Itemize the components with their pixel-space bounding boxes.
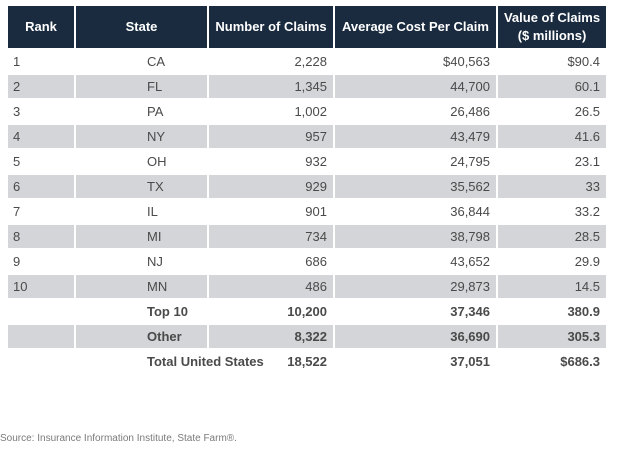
- avg-cost-cell: 24,795: [333, 148, 496, 173]
- avg-cost-cell: 44,700: [333, 73, 496, 98]
- value-cell: 41.6: [496, 123, 606, 148]
- avg-cost-cell: $40,563: [333, 48, 496, 73]
- value-cell: 60.1: [496, 73, 606, 98]
- summary-label: Other: [74, 323, 207, 348]
- state-cell: OH: [74, 148, 207, 173]
- rank-cell: 3: [8, 98, 74, 123]
- claims-cell: 686: [207, 248, 333, 273]
- summary-row-other: Other 8,322 36,690 305.3: [8, 323, 606, 348]
- state-cell: MI: [74, 223, 207, 248]
- table-header-row: Rank State Number of Claims Average Cost…: [8, 6, 606, 48]
- claims-cell: 932: [207, 148, 333, 173]
- table-row: 2 FL 1,345 44,700 60.1: [8, 73, 606, 98]
- rank-cell: 6: [8, 173, 74, 198]
- table-row: 10 MN 486 29,873 14.5: [8, 273, 606, 298]
- claims-cell: 734: [207, 223, 333, 248]
- table-row: 9 NJ 686 43,652 29.9: [8, 248, 606, 273]
- header-value-unit: ($ millions): [517, 28, 587, 43]
- source-footnote: Source: Insurance Information Institute,…: [0, 433, 237, 444]
- avg-cost-cell: 26,486: [333, 98, 496, 123]
- claims-cell: 2,228: [207, 48, 333, 73]
- rank-cell: 7: [8, 198, 74, 223]
- summary-label: Top 10: [74, 298, 207, 323]
- value-cell: 29.9: [496, 248, 606, 273]
- value-cell: 23.1: [496, 148, 606, 173]
- header-value-label: Value of Claims: [503, 10, 601, 25]
- table-row: 3 PA 1,002 26,486 26.5: [8, 98, 606, 123]
- rank-cell: 1: [8, 48, 74, 73]
- value-cell: $90.4: [496, 48, 606, 73]
- value-cell: 28.5: [496, 223, 606, 248]
- avg-cost-cell: 36,844: [333, 198, 496, 223]
- avg-cost-cell: 36,690: [333, 323, 496, 348]
- avg-cost-cell: 35,562: [333, 173, 496, 198]
- value-cell: 380.9: [496, 298, 606, 323]
- summary-row-total: Total United States 18,522 37,051 $686.3: [8, 348, 606, 373]
- header-state: State: [74, 6, 207, 48]
- avg-cost-cell: 38,798: [333, 223, 496, 248]
- claims-table: Rank State Number of Claims Average Cost…: [8, 6, 606, 373]
- value-cell: 33: [496, 173, 606, 198]
- rank-cell: 2: [8, 73, 74, 98]
- table-row: 6 TX 929 35,562 33: [8, 173, 606, 198]
- value-cell: 305.3: [496, 323, 606, 348]
- claims-cell: 8,322: [207, 323, 333, 348]
- claims-cell: 929: [207, 173, 333, 198]
- value-cell: 33.2: [496, 198, 606, 223]
- state-cell: PA: [74, 98, 207, 123]
- value-cell: 26.5: [496, 98, 606, 123]
- state-cell: IL: [74, 198, 207, 223]
- state-cell: NJ: [74, 248, 207, 273]
- value-cell: $686.3: [496, 348, 606, 373]
- avg-cost-cell: 43,479: [333, 123, 496, 148]
- claims-cell: 486: [207, 273, 333, 298]
- state-cell: FL: [74, 73, 207, 98]
- header-rank: Rank: [8, 6, 74, 48]
- table-row: 1 CA 2,228 $40,563 $90.4: [8, 48, 606, 73]
- state-cell: TX: [74, 173, 207, 198]
- rank-cell: 5: [8, 148, 74, 173]
- claims-cell: 1,002: [207, 98, 333, 123]
- header-number-of-claims: Number of Claims: [207, 6, 333, 48]
- header-average-cost: Average Cost Per Claim: [333, 6, 496, 48]
- avg-cost-cell: 37,051: [333, 348, 496, 373]
- table-row: 5 OH 932 24,795 23.1: [8, 148, 606, 173]
- claims-cell: 957: [207, 123, 333, 148]
- avg-cost-cell: 37,346: [333, 298, 496, 323]
- rank-cell: 10: [8, 273, 74, 298]
- rank-cell: 4: [8, 123, 74, 148]
- avg-cost-cell: 29,873: [333, 273, 496, 298]
- table-row: 8 MI 734 38,798 28.5: [8, 223, 606, 248]
- value-cell: 14.5: [496, 273, 606, 298]
- rank-cell-empty: [8, 348, 74, 373]
- summary-label: Total United States: [74, 348, 264, 373]
- rank-cell-empty: [8, 323, 74, 348]
- state-cell: NY: [74, 123, 207, 148]
- claims-cell: 18,522: [207, 348, 333, 373]
- header-value-of-claims: Value of Claims ($ millions): [496, 6, 606, 48]
- state-cell: MN: [74, 273, 207, 298]
- table-row: 7 IL 901 36,844 33.2: [8, 198, 606, 223]
- table-row: 4 NY 957 43,479 41.6: [8, 123, 606, 148]
- summary-row-top-10: Top 10 10,200 37,346 380.9: [8, 298, 606, 323]
- claims-cell: 10,200: [207, 298, 333, 323]
- avg-cost-cell: 43,652: [333, 248, 496, 273]
- claims-cell: 1,345: [207, 73, 333, 98]
- rank-cell: 8: [8, 223, 74, 248]
- rank-cell: 9: [8, 248, 74, 273]
- rank-cell-empty: [8, 298, 74, 323]
- state-cell: CA: [74, 48, 207, 73]
- claims-cell: 901: [207, 198, 333, 223]
